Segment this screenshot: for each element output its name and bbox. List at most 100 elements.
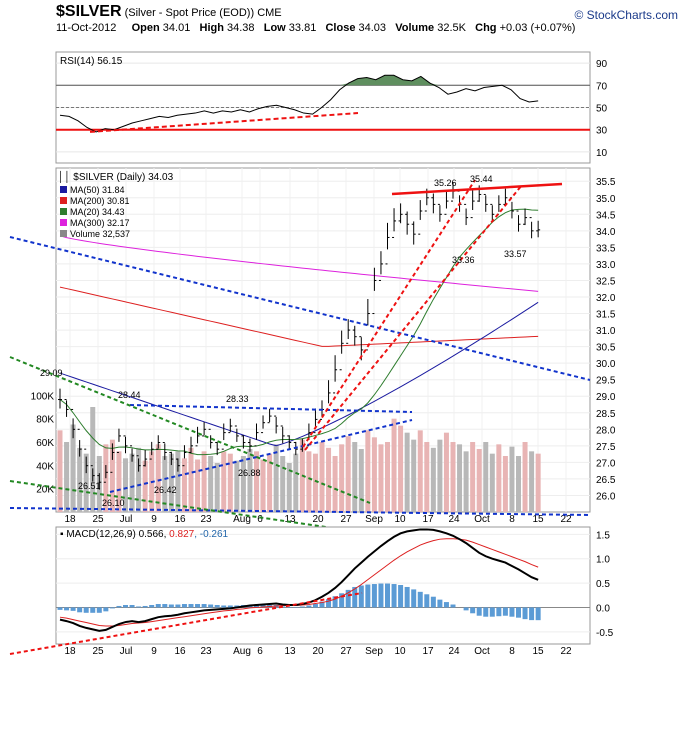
ohlc-bar bbox=[339, 330, 344, 371]
volume-bar bbox=[417, 430, 423, 512]
ohlc-bar bbox=[378, 251, 383, 281]
volume-bar bbox=[175, 451, 181, 512]
ohlc-bar bbox=[490, 203, 495, 222]
volume-label: Volume bbox=[395, 22, 435, 34]
macd-histogram-bar bbox=[424, 594, 430, 608]
macd-histogram-bar bbox=[90, 607, 96, 613]
brand-link[interactable]: © StockCharts.com bbox=[574, 8, 678, 22]
ohlc-bar bbox=[116, 428, 121, 453]
macd-histogram-bar bbox=[221, 605, 227, 608]
volume-bar bbox=[345, 436, 351, 512]
macd-histogram-bar bbox=[299, 606, 305, 608]
volume-bar bbox=[83, 453, 89, 512]
volume-bar bbox=[430, 447, 436, 512]
rsi-trendline bbox=[89, 112, 359, 133]
ohlc-bar bbox=[221, 423, 226, 450]
rsi-tick-label: 90 bbox=[596, 59, 608, 70]
chart-exchange: CME bbox=[257, 7, 282, 19]
price-tick-label: 29.5 bbox=[596, 376, 616, 387]
price-annotation: 26.42 bbox=[154, 485, 177, 495]
ohlc-bar bbox=[372, 267, 377, 315]
ohlc-bar bbox=[444, 191, 449, 215]
volume-bar bbox=[109, 439, 115, 512]
ohlc-bar bbox=[405, 211, 410, 235]
macd-histogram-bar bbox=[116, 605, 122, 608]
macd-histogram-bar bbox=[371, 584, 377, 608]
ohlc-bar bbox=[202, 422, 207, 437]
macd-x-tick-label: 18 bbox=[64, 646, 76, 657]
macd-histogram-bar bbox=[450, 604, 456, 608]
ohlc-bar bbox=[333, 355, 338, 394]
volume-bar bbox=[391, 418, 397, 512]
macd-histogram-bar bbox=[417, 591, 423, 608]
macd-x-tick-label: 24 bbox=[448, 646, 460, 657]
volume-bar bbox=[319, 442, 325, 512]
ohlc-bar bbox=[215, 441, 220, 456]
macd-histogram-bar bbox=[260, 605, 266, 608]
macd-histogram-bar bbox=[312, 604, 318, 608]
blue-triangle-bottom bbox=[109, 419, 413, 493]
ohlc-bar bbox=[418, 200, 423, 235]
volume-bar bbox=[463, 451, 469, 512]
x-tick-label: Oct bbox=[474, 514, 490, 525]
low-value: 33.81 bbox=[288, 22, 317, 34]
ohlc-bar bbox=[247, 438, 252, 452]
legend-entry: Volume 32,537 bbox=[70, 229, 130, 239]
ohlc-bar bbox=[189, 436, 193, 454]
macd-x-tick-label: 25 bbox=[92, 646, 104, 657]
volume-bar bbox=[77, 447, 83, 512]
volume-bar bbox=[195, 459, 201, 512]
macd-histogram-bar bbox=[529, 607, 535, 621]
x-tick-label: 15 bbox=[532, 514, 544, 525]
volume-bar bbox=[136, 447, 142, 512]
ohlc-bar bbox=[470, 190, 475, 219]
volume-bar bbox=[306, 451, 312, 512]
volume-bar bbox=[476, 449, 482, 512]
high-value: 34.38 bbox=[227, 22, 255, 34]
macd-histogram-bar bbox=[365, 584, 371, 608]
macd-histogram-bar bbox=[214, 605, 220, 608]
volume-bar bbox=[529, 451, 535, 512]
x-tick-label: 25 bbox=[92, 514, 104, 525]
ohlc-bar bbox=[346, 319, 351, 344]
macd-histogram-bar bbox=[463, 607, 469, 611]
macd-histogram-bar bbox=[70, 607, 76, 611]
macd-histogram-bar bbox=[195, 604, 201, 608]
ohlc-bar bbox=[169, 451, 174, 466]
x-tick-label: 18 bbox=[64, 514, 76, 525]
price-annotation: 35.26 bbox=[434, 178, 457, 188]
macd-histogram-bar bbox=[201, 604, 207, 608]
ohlc-bar bbox=[241, 435, 246, 449]
price-tick-label: 28.0 bbox=[596, 425, 616, 436]
x-tick-label: Jul bbox=[120, 514, 133, 525]
rsi-tick-label: 10 bbox=[596, 148, 608, 159]
chart-symbol: $SILVER bbox=[56, 3, 122, 20]
legend-entry: MA(200) 30.81 bbox=[70, 196, 130, 206]
macd-panel-frame bbox=[55, 526, 591, 645]
price-tick-label: 35.0 bbox=[596, 194, 616, 205]
macd-x-tick-label: 23 bbox=[200, 646, 212, 657]
ohlc-bar bbox=[143, 449, 148, 467]
ohlc-bar bbox=[267, 408, 272, 424]
volume-bar bbox=[168, 453, 174, 512]
macd-histogram-bar bbox=[306, 605, 312, 608]
macd-tick-label: 1.0 bbox=[596, 555, 610, 566]
rsi-tick-label: 30 bbox=[596, 126, 608, 137]
macd-histogram-bar bbox=[339, 593, 345, 608]
legend-swatch bbox=[60, 219, 67, 226]
macd-tick-label: -0.5 bbox=[596, 628, 614, 639]
price-tick-label: 30.5 bbox=[596, 343, 616, 354]
macd-tick-label: 0.0 bbox=[596, 603, 610, 614]
legend-entry: MA(300) 32.17 bbox=[70, 218, 130, 228]
volume-bar bbox=[280, 456, 286, 512]
volume-bar bbox=[181, 458, 187, 512]
macd-histogram-bar bbox=[404, 586, 410, 608]
ohlc-bar bbox=[130, 445, 135, 462]
ohlc-bar bbox=[254, 423, 259, 447]
chart-symbol-line: $SILVER (Silver - Spot Price (EOD)) CME bbox=[56, 3, 282, 21]
volume-bar bbox=[437, 439, 443, 512]
macd-histogram-bar bbox=[103, 607, 109, 612]
price-tick-label: 34.0 bbox=[596, 227, 616, 238]
x-tick-label: 13 bbox=[284, 514, 296, 525]
macd-histogram-bar bbox=[168, 604, 174, 608]
